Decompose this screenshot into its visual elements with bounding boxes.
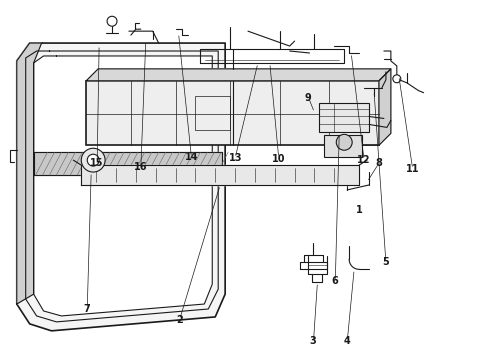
Text: 4: 4 bbox=[343, 337, 350, 346]
Circle shape bbox=[336, 134, 352, 150]
Text: 5: 5 bbox=[383, 257, 390, 267]
Circle shape bbox=[107, 16, 117, 26]
Polygon shape bbox=[34, 152, 222, 175]
Bar bbox=[319, 103, 369, 132]
Text: 16: 16 bbox=[134, 162, 147, 172]
Text: 7: 7 bbox=[84, 304, 90, 314]
Text: 3: 3 bbox=[310, 337, 317, 346]
Text: 6: 6 bbox=[332, 276, 338, 286]
Polygon shape bbox=[17, 43, 225, 331]
Text: 1: 1 bbox=[356, 205, 363, 215]
Text: 10: 10 bbox=[272, 154, 286, 163]
Text: 11: 11 bbox=[406, 164, 419, 174]
Polygon shape bbox=[86, 69, 391, 81]
Polygon shape bbox=[34, 56, 212, 316]
Circle shape bbox=[81, 148, 105, 172]
Bar bbox=[86, 81, 379, 145]
Polygon shape bbox=[81, 165, 359, 185]
Circle shape bbox=[393, 75, 401, 83]
Text: 15: 15 bbox=[90, 158, 103, 168]
Polygon shape bbox=[379, 69, 391, 145]
Circle shape bbox=[87, 154, 99, 166]
Bar bbox=[324, 135, 362, 157]
Text: 14: 14 bbox=[185, 152, 198, 162]
Text: 13: 13 bbox=[228, 153, 242, 163]
Bar bbox=[196, 96, 230, 130]
Text: 8: 8 bbox=[375, 158, 382, 168]
Polygon shape bbox=[17, 43, 42, 304]
Text: 9: 9 bbox=[305, 93, 312, 103]
Text: 12: 12 bbox=[357, 156, 371, 165]
Text: 2: 2 bbox=[176, 315, 183, 325]
